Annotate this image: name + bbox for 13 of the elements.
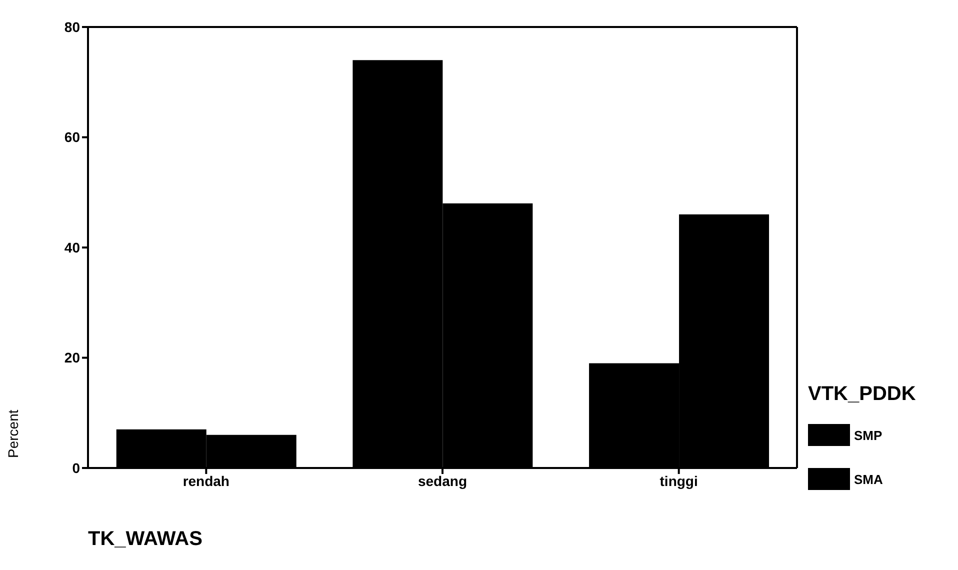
- legend-title: VTK_PDDK: [808, 383, 916, 406]
- legend-label: SMP: [853, 426, 884, 444]
- y-axis-title: Percent: [5, 410, 21, 458]
- x-tick-label: rendah: [182, 472, 230, 489]
- y-tick-label: 80: [64, 18, 80, 35]
- x-tick-label: tinggi: [660, 472, 698, 489]
- y-tick-label: 40: [64, 239, 80, 256]
- legend-label: SMA: [853, 470, 884, 488]
- x-tick-label: sedang: [418, 472, 468, 489]
- y-tick-label: 20: [64, 350, 80, 366]
- x-axis-title: TK_WAWAS: [88, 528, 202, 551]
- y-tick-label: 60: [64, 129, 80, 146]
- y-tick-label: 0: [72, 460, 80, 476]
